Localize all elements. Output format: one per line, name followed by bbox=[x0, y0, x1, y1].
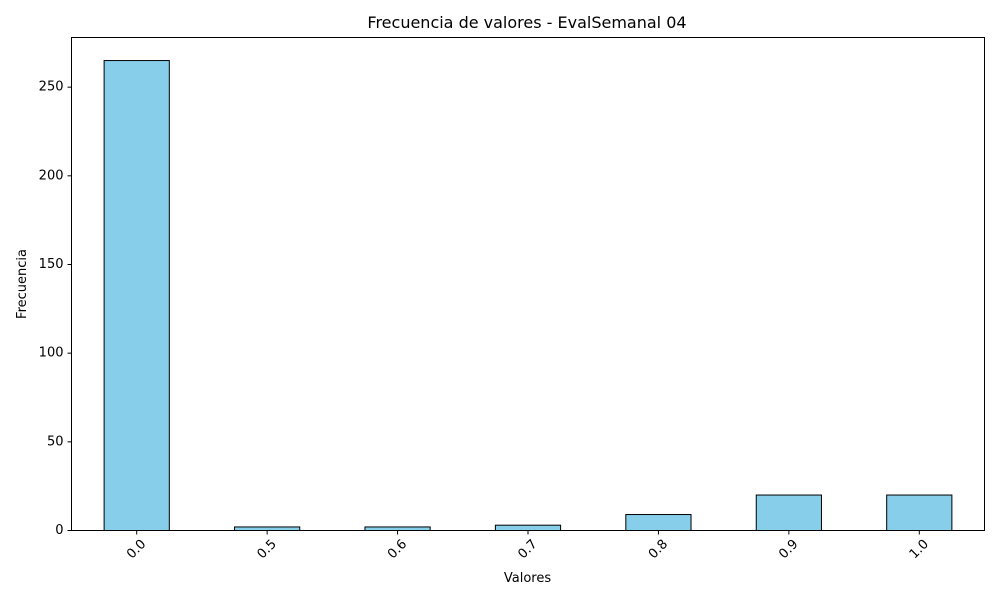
x-tick-label-0.6: 0.6 bbox=[385, 537, 410, 562]
bar-0.8 bbox=[625, 514, 692, 531]
bar-0.6 bbox=[364, 526, 431, 532]
y-tick-label-100: 100 bbox=[39, 346, 64, 361]
y-tick-label-0: 0 bbox=[55, 523, 63, 538]
x-tick-label-0.8: 0.8 bbox=[646, 537, 671, 562]
y-tick-label-150: 150 bbox=[39, 257, 64, 272]
x-tick-label-0.5: 0.5 bbox=[255, 537, 280, 562]
y-axis-label: Frecuencia bbox=[15, 249, 30, 319]
y-tick-label-50: 50 bbox=[47, 434, 64, 449]
x-tick-label-0.9: 0.9 bbox=[776, 537, 801, 562]
x-axis-label: Valores bbox=[504, 571, 551, 586]
chart-title: Frecuencia de valores - EvalSemanal 04 bbox=[367, 13, 686, 32]
x-tick-label-0.0: 0.0 bbox=[124, 537, 149, 562]
y-tick-label-200: 200 bbox=[39, 168, 64, 183]
y-axis: 0 50 100 150 200 250 bbox=[39, 80, 72, 538]
x-tick-label-1.0: 1.0 bbox=[907, 537, 932, 562]
x-tick-label-0.7: 0.7 bbox=[515, 537, 540, 562]
bar-0.7 bbox=[494, 524, 562, 531]
bar-1.0 bbox=[886, 494, 953, 531]
x-axis: 0.0 0.5 0.6 0.7 0.8 0.9 1.0 bbox=[124, 530, 932, 562]
bar-0.5 bbox=[234, 526, 301, 532]
y-tick-label-250: 250 bbox=[39, 80, 64, 95]
plot-frame bbox=[71, 37, 985, 531]
bars-layer bbox=[103, 60, 953, 532]
bar-0.9 bbox=[755, 494, 822, 531]
bar-0.0 bbox=[103, 60, 170, 532]
